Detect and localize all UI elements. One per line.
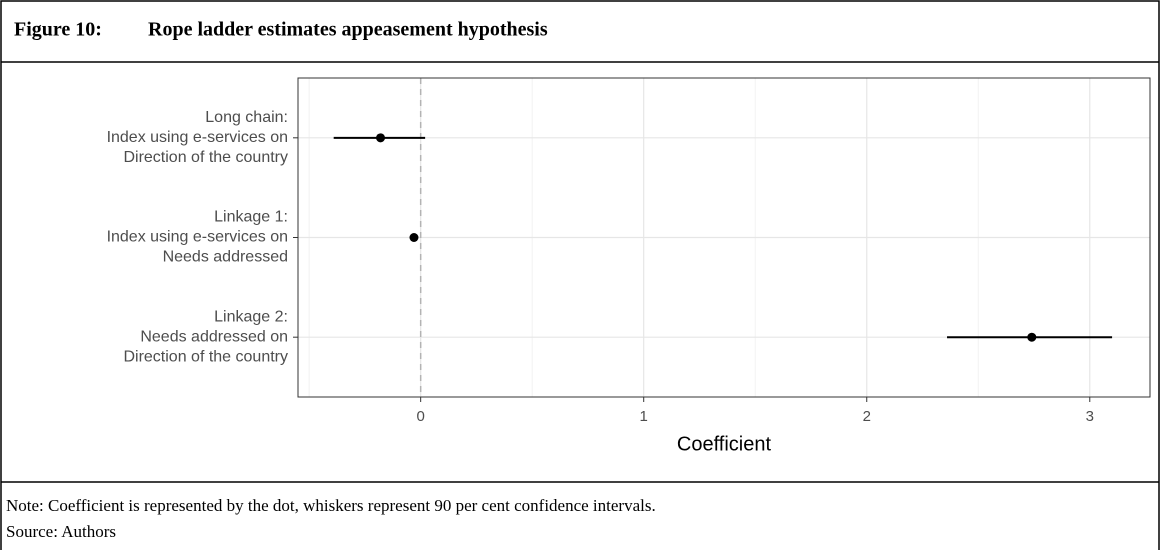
source: Source: Authors <box>6 522 116 541</box>
y-tick-label: Needs addressed on <box>140 328 288 345</box>
x-tick-label: 0 <box>416 408 424 425</box>
x-tick-label: 3 <box>1086 408 1094 425</box>
estimate-dot <box>376 133 386 143</box>
x-tick-label: 2 <box>863 408 871 425</box>
y-tick-label: Index using e-services on <box>107 129 288 146</box>
x-axis-label: Coefficient <box>677 433 772 455</box>
estimate-dot <box>409 233 419 242</box>
y-tick-label: Linkage 2: <box>214 308 288 325</box>
y-tick-label: Linkage 1: <box>214 209 288 226</box>
chart-title: Rope ladder estimates appeasement hypoth… <box>148 19 548 41</box>
y-tick-label: Direction of the country <box>123 149 288 166</box>
note: Note: Coefficient is represented by the … <box>6 496 656 515</box>
x-tick-label: 1 <box>640 408 648 425</box>
y-tick-label: Needs addressed <box>163 249 288 266</box>
figure-label: Figure 10: <box>14 19 102 41</box>
y-tick-label: Long chain: <box>205 109 288 126</box>
y-tick-label: Index using e-services on <box>107 229 288 246</box>
y-tick-label: Direction of the country <box>123 348 288 365</box>
estimate-dot <box>1027 332 1037 342</box>
